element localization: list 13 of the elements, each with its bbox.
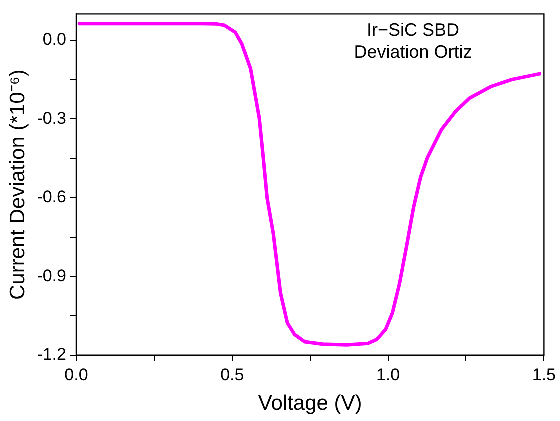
x-tick-label: 0.0 (64, 365, 88, 384)
y-tick-label: -0.9 (37, 266, 66, 286)
x-axis-title: Voltage (V) (258, 392, 362, 416)
y-tick-label: -0.6 (37, 188, 66, 207)
y-tick-label: 0.0 (42, 30, 66, 50)
x-tick-label: 1.5 (532, 365, 556, 384)
x-tick-label: 1.0 (376, 365, 400, 384)
y-tick-label: -0.3 (37, 108, 66, 128)
annotation: Ir−SiC SBD (366, 20, 460, 40)
y-axis-title: Current Deviation (*10⁻⁶) (6, 70, 30, 300)
y-tick-label: -1.2 (37, 345, 66, 364)
annotation: Deviation Ortiz (354, 42, 472, 62)
x-tick-label: 0.5 (220, 365, 244, 384)
